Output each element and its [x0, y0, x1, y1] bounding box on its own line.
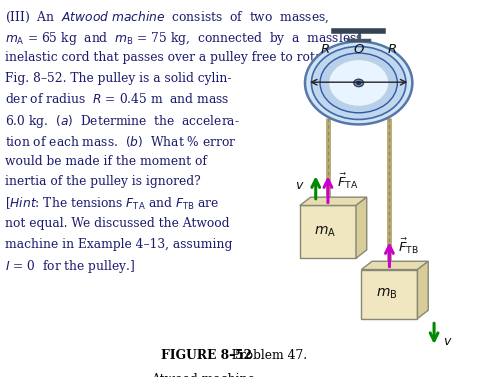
Text: tion of each mass.  $(b)$  What % error: tion of each mass. $(b)$ What % error [5, 134, 237, 149]
Text: (III)  An  $\it{Atwood\ machine}$  consists  of  two  masses,: (III) An $\it{Atwood\ machine}$ consists… [5, 9, 329, 25]
Text: $v$: $v$ [295, 179, 305, 192]
Text: machine in Example 4–13, assuming: machine in Example 4–13, assuming [5, 238, 232, 250]
Text: would be made if the moment of: would be made if the moment of [5, 155, 207, 167]
Ellipse shape [311, 46, 406, 120]
Text: Fig. 8–52. The pulley is a solid cylin-: Fig. 8–52. The pulley is a solid cylin- [5, 72, 231, 84]
Text: der of radius  $R$ = 0.45 m  and mass: der of radius $R$ = 0.45 m and mass [5, 92, 229, 106]
Text: $m_\mathrm{A}$: $m_\mathrm{A}$ [314, 225, 337, 239]
Text: $R$: $R$ [321, 43, 330, 56]
Text: $m_\mathrm{A}$ = 65 kg  and  $m_\mathrm{B}$ = 75 kg,  connected  by  a  massless: $m_\mathrm{A}$ = 65 kg and $m_\mathrm{B}… [5, 30, 363, 47]
Text: Atwood machine.: Atwood machine. [151, 373, 259, 377]
Text: 6.0 kg.  $(a)$  Determine  the  accelera-: 6.0 kg. $(a)$ Determine the accelera- [5, 113, 240, 130]
Polygon shape [300, 197, 367, 205]
Text: $O$: $O$ [353, 43, 365, 56]
Polygon shape [362, 261, 428, 270]
Polygon shape [356, 197, 367, 258]
Text: inelastic cord that passes over a pulley free to rotate,: inelastic cord that passes over a pulley… [5, 51, 338, 64]
Text: $m_\mathrm{B}$: $m_\mathrm{B}$ [376, 287, 398, 301]
Ellipse shape [354, 79, 364, 87]
Ellipse shape [305, 41, 412, 124]
Text: $I$ = 0  for the pulley.]: $I$ = 0 for the pulley.] [5, 258, 135, 275]
Text: not equal. We discussed the Atwood: not equal. We discussed the Atwood [5, 217, 229, 230]
Text: $R$: $R$ [387, 43, 397, 56]
Text: $v$: $v$ [443, 335, 452, 348]
Text: [$\it{Hint}$: The tensions $F_\mathrm{TA}$ and $F_\mathrm{TB}$ are: [$\it{Hint}$: The tensions $F_\mathrm{TA… [5, 196, 219, 212]
Polygon shape [418, 261, 428, 319]
Bar [362, 270, 418, 319]
Text: FIGURE 8–52: FIGURE 8–52 [161, 349, 252, 362]
Text: $\vec{F}_\mathrm{TA}$: $\vec{F}_\mathrm{TA}$ [337, 171, 358, 191]
Ellipse shape [320, 53, 397, 113]
Ellipse shape [357, 81, 361, 84]
Text: inertia of the pulley is ignored?: inertia of the pulley is ignored? [5, 175, 201, 188]
Text: $\vec{F}_\mathrm{TB}$: $\vec{F}_\mathrm{TB}$ [398, 236, 419, 256]
Ellipse shape [329, 60, 388, 106]
Bar [300, 205, 356, 258]
Text: Problem 47.: Problem 47. [224, 349, 306, 362]
